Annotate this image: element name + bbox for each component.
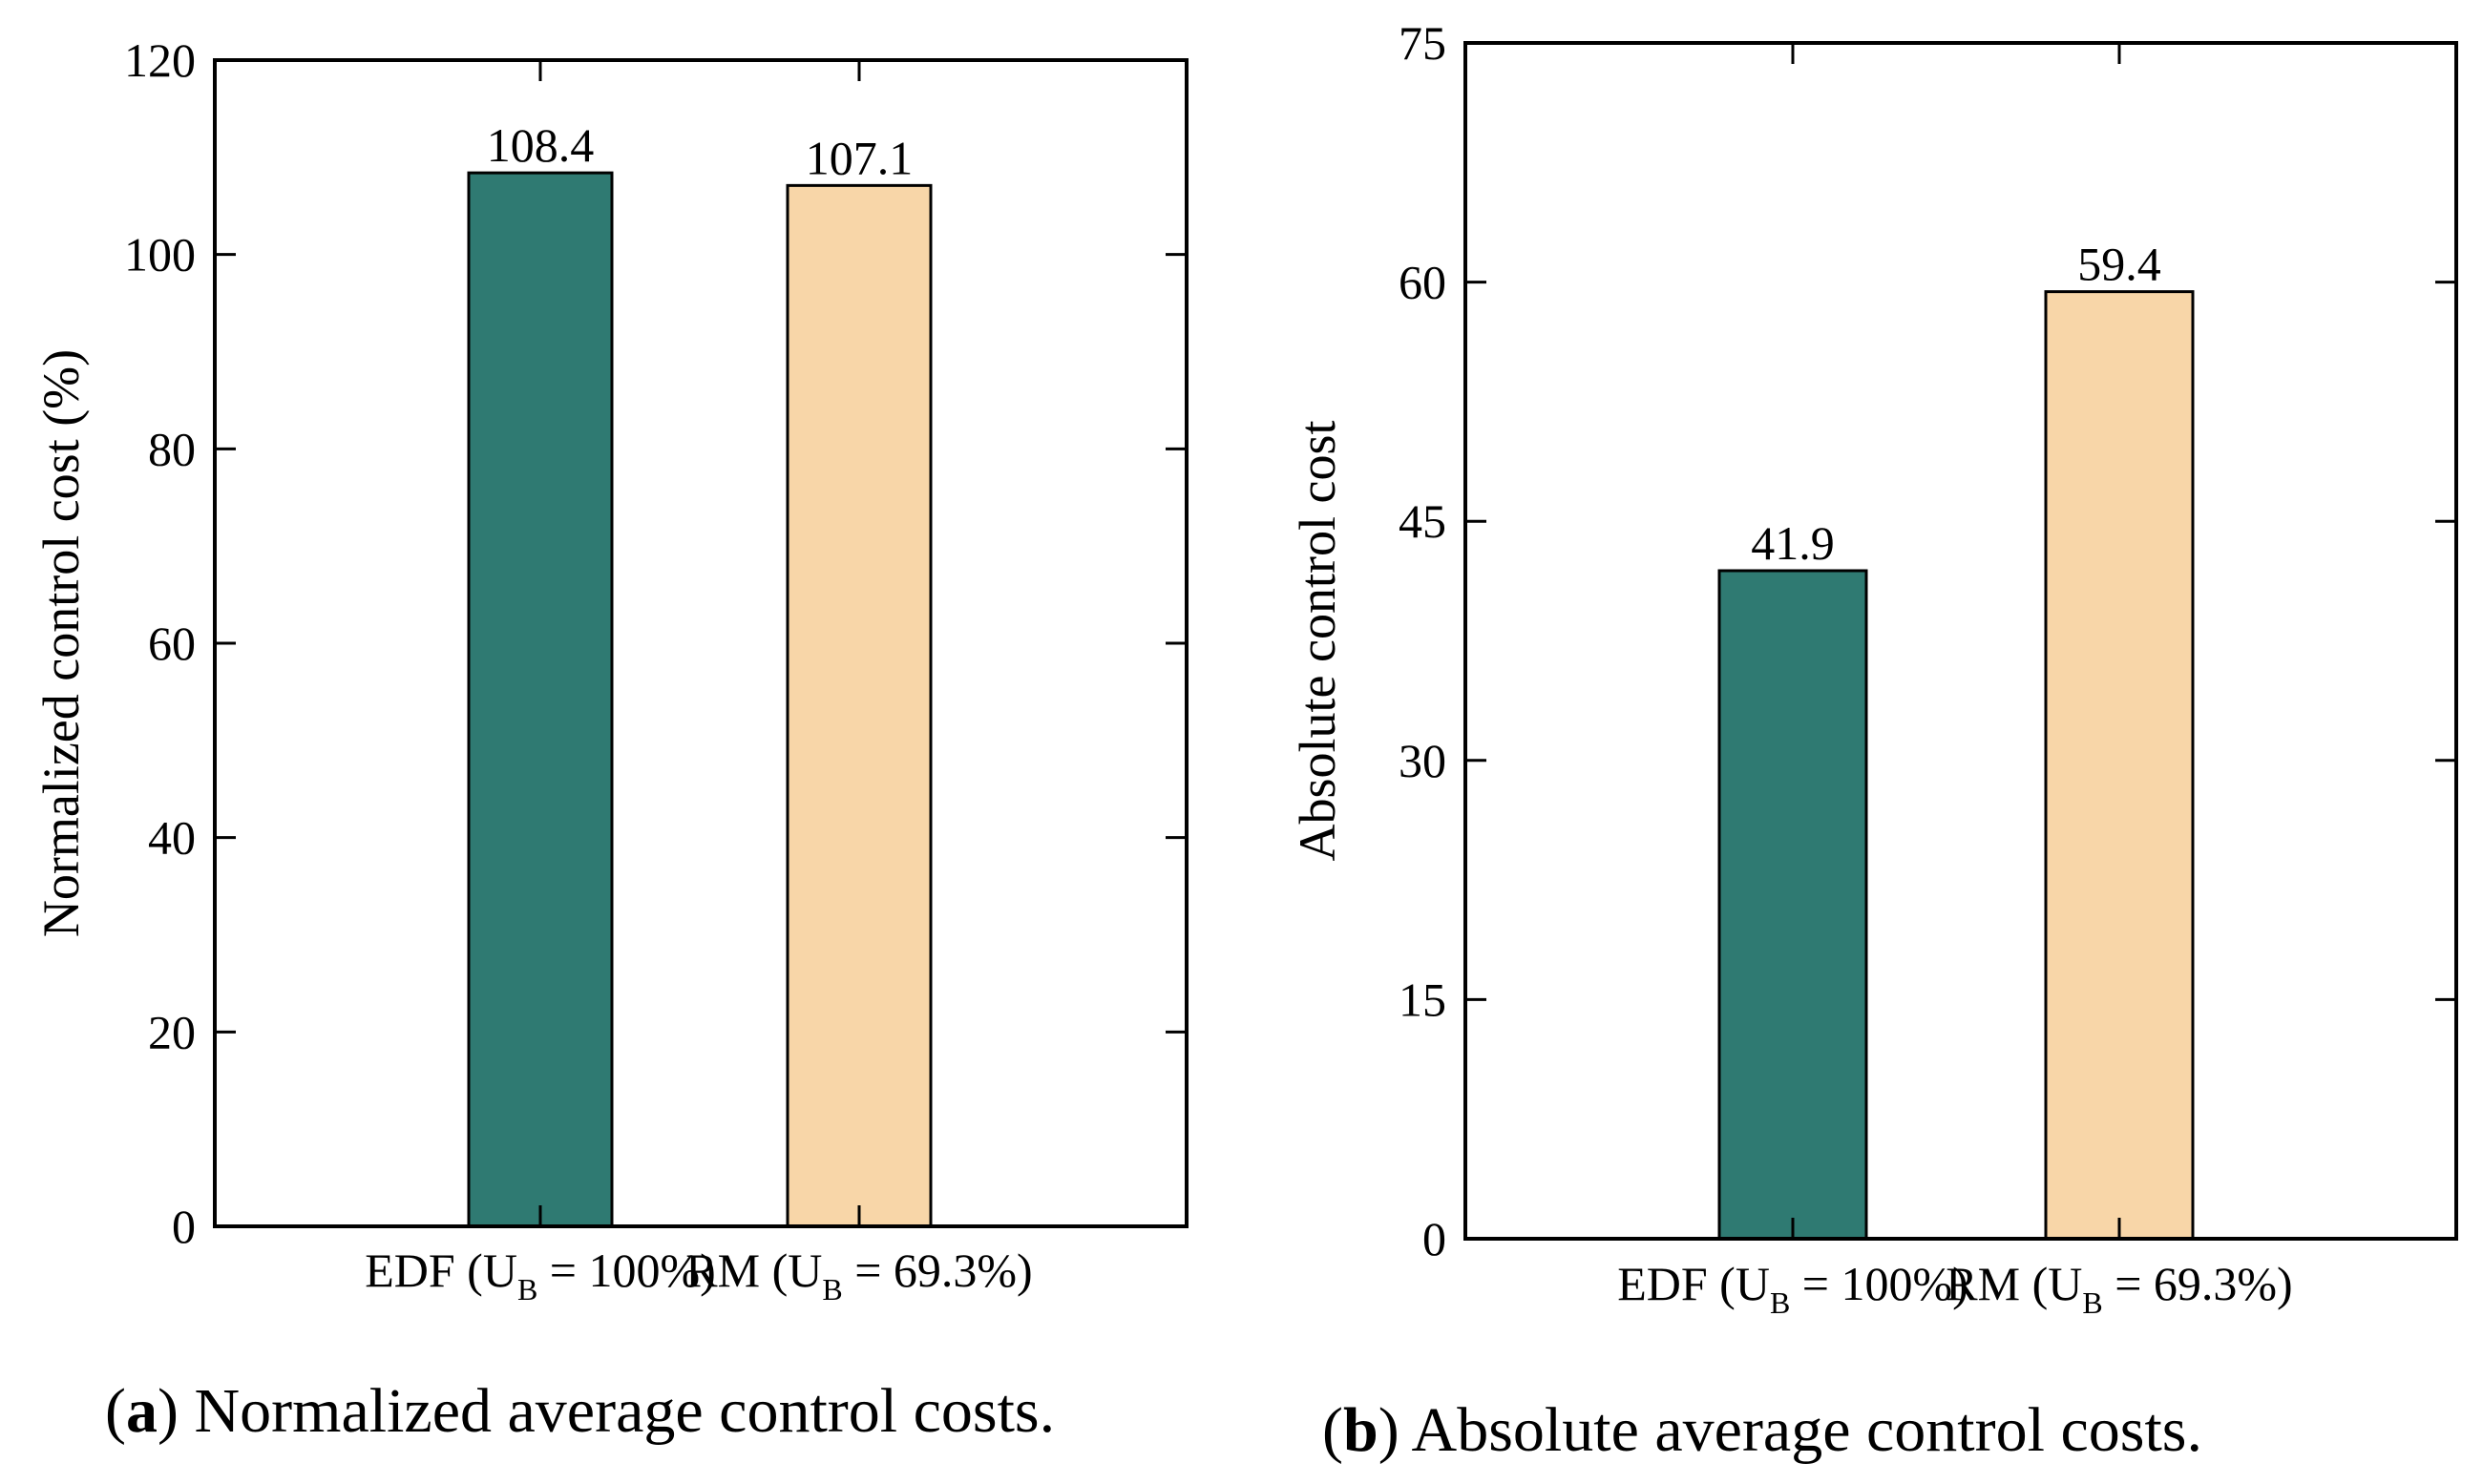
caption-text: Absolute average control costs. xyxy=(1412,1395,2202,1465)
x-tick-label: EDF (UB = 100%) xyxy=(365,1244,716,1306)
data-label: 59.4 xyxy=(2077,238,2161,291)
x-tick-label-prefix: RM (U xyxy=(1946,1257,2082,1310)
caption-paren-close: ) xyxy=(1378,1395,1412,1465)
bar xyxy=(467,171,614,1228)
y-axis-title: Normalized control cost (%) xyxy=(32,349,90,937)
x-tick-label-suffix: = 69.3%) xyxy=(2103,1257,2293,1310)
data-label: 108.4 xyxy=(487,118,595,172)
data-label: 107.1 xyxy=(806,131,914,184)
plot-frame xyxy=(213,58,1189,1228)
y-axis-title: Absolute control cost xyxy=(1289,421,1346,862)
x-tick-label: EDF (UB = 100%) xyxy=(1617,1257,1968,1320)
y-tick-label: 0 xyxy=(172,1200,196,1253)
caption-letter: b xyxy=(1343,1395,1378,1465)
x-tick-label: RM (UB = 69.3%) xyxy=(685,1244,1032,1306)
panel-caption: (a) Normalized average control costs. xyxy=(105,1376,1055,1446)
x-tick-label: RM (UB = 69.3%) xyxy=(1946,1257,2292,1320)
y-tick-label: 0 xyxy=(1422,1212,1446,1265)
x-tick-label-subscript: B xyxy=(1770,1285,1790,1320)
y-tick-label: 100 xyxy=(124,228,196,282)
caption-text: Normalized average control costs. xyxy=(194,1376,1055,1446)
y-tick-label: 60 xyxy=(148,617,196,670)
bar xyxy=(1717,569,1868,1241)
x-tick-label-suffix: = 69.3%) xyxy=(843,1244,1033,1297)
y-tick-label: 40 xyxy=(148,811,196,865)
bar xyxy=(2044,290,2195,1241)
caption-letter: a xyxy=(126,1376,158,1446)
y-tick-label: 60 xyxy=(1399,256,1446,309)
x-tick-label-suffix: = 100%) xyxy=(537,1244,716,1297)
x-tick-label-subscript: B xyxy=(822,1272,842,1306)
y-tick-label: 30 xyxy=(1399,734,1446,787)
y-tick-label: 20 xyxy=(148,1005,196,1058)
panel-caption: (b) Absolute average control costs. xyxy=(1322,1395,2202,1465)
x-tick-label-subscript: B xyxy=(517,1272,537,1306)
caption-paren-open: ( xyxy=(1322,1395,1343,1465)
bar xyxy=(786,183,933,1228)
x-tick-label-prefix: EDF (U xyxy=(365,1244,517,1297)
caption-paren-open: ( xyxy=(105,1376,126,1446)
caption-paren-close: ) xyxy=(158,1376,194,1446)
data-label: 41.9 xyxy=(1751,516,1835,570)
y-tick-label: 15 xyxy=(1399,972,1446,1026)
y-tick-label: 45 xyxy=(1399,494,1446,548)
x-tick-label-prefix: EDF (U xyxy=(1617,1257,1770,1310)
plot-frame xyxy=(1463,41,2458,1241)
y-tick-label: 75 xyxy=(1399,16,1446,70)
x-tick-label-subscript: B xyxy=(2082,1285,2102,1320)
x-tick-label-suffix: = 100%) xyxy=(1790,1257,1968,1310)
x-tick-label-prefix: RM (U xyxy=(685,1244,822,1297)
y-tick-label: 120 xyxy=(124,33,196,87)
y-tick-label: 80 xyxy=(148,422,196,475)
